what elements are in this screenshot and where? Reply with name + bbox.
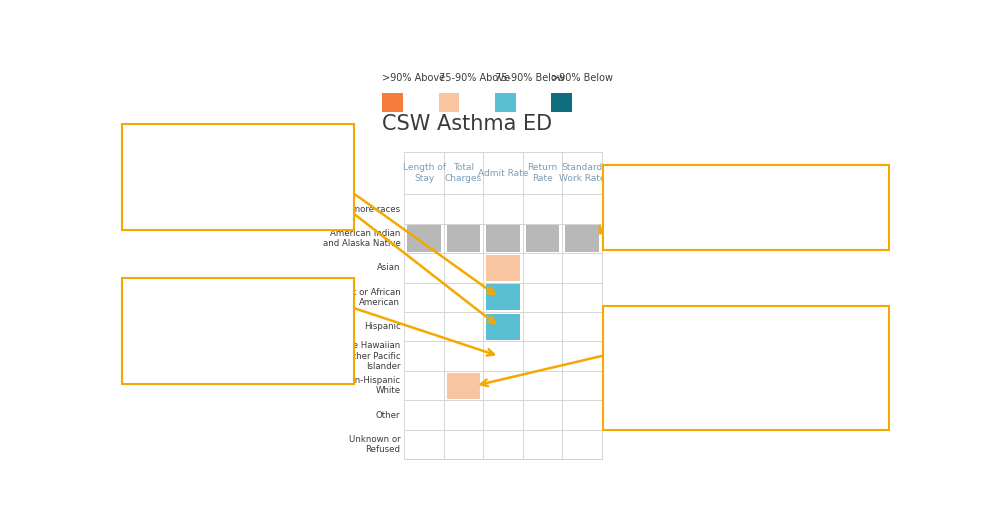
Text: Unknown or
Refused: Unknown or Refused	[349, 435, 401, 454]
Text: Native Hawaiian
and Other Pacific
Islander: Native Hawaiian and Other Pacific Island…	[327, 341, 401, 371]
FancyBboxPatch shape	[603, 307, 890, 430]
Text: population in 75-90% of all fiscal: population in 75-90% of all fiscal	[619, 363, 790, 373]
Text: equal: equal	[746, 332, 774, 342]
Text: Return
Rate: Return Rate	[528, 163, 558, 183]
Text: than: than	[258, 166, 286, 176]
FancyBboxPatch shape	[447, 225, 480, 251]
Text: Non-Hispanic
White: Non-Hispanic White	[343, 376, 401, 395]
Text: population in all fiscal quarters that: population in all fiscal quarters that	[137, 334, 324, 344]
Text: Non-Hispanic White patients is: Non-Hispanic White patients is	[619, 332, 782, 342]
Text: American Indian
and Alaska Native: American Indian and Alaska Native	[322, 229, 401, 248]
FancyBboxPatch shape	[122, 278, 354, 384]
Text: than the total: than the total	[666, 348, 741, 358]
Text: These cells tells us that the admit: These cells tells us that the admit	[137, 135, 314, 145]
Text: >90% Above: >90% Above	[383, 73, 445, 83]
FancyBboxPatch shape	[408, 225, 440, 251]
FancyBboxPatch shape	[603, 165, 890, 250]
Text: This cell tells us that total charges for: This cell tells us that total charges fo…	[619, 317, 816, 327]
Text: This cell tells us that the admit rate: This cell tells us that the admit rate	[137, 289, 324, 299]
Text: 2 or more races: 2 or more races	[332, 205, 401, 214]
Text: appear as a grey row.: appear as a grey row.	[619, 217, 732, 227]
Text: Admit Rate: Admit Rate	[478, 169, 528, 177]
FancyBboxPatch shape	[566, 225, 598, 251]
Text: Asian: Asian	[377, 264, 401, 272]
FancyBboxPatch shape	[122, 124, 354, 230]
Text: patients in at least 8 quarters will: patients in at least 8 quarters will	[619, 196, 795, 206]
FancyBboxPatch shape	[438, 93, 459, 111]
Text: Standard
Work Rate: Standard Work Rate	[559, 163, 605, 183]
Text: were measured.: were measured.	[137, 350, 222, 360]
FancyBboxPatch shape	[486, 313, 520, 340]
Text: quarters that were measured.: quarters that were measured.	[619, 379, 775, 388]
FancyBboxPatch shape	[383, 93, 404, 111]
Text: 75-90% Below: 75-90% Below	[495, 73, 565, 83]
Text: for Native Hawaiian or other Pacific: for Native Hawaiian or other Pacific	[137, 304, 322, 314]
Text: rate for Black or African American: rate for Black or African American	[137, 150, 315, 160]
Text: Islanders is similar to the total: Islanders is similar to the total	[137, 319, 296, 329]
Text: Black or African
American: Black or African American	[333, 288, 401, 307]
Text: Groups that do not have at least 5: Groups that do not have at least 5	[619, 175, 798, 185]
Text: and Hispanic patients is: and Hispanic patients is	[137, 166, 265, 176]
Text: to or higher: to or higher	[619, 348, 680, 358]
Text: Other: Other	[376, 411, 401, 419]
FancyBboxPatch shape	[526, 225, 560, 251]
FancyBboxPatch shape	[486, 284, 520, 310]
FancyBboxPatch shape	[495, 93, 516, 111]
Text: >90% Below: >90% Below	[551, 73, 613, 83]
Text: fiscal quarters that were measured.: fiscal quarters that were measured.	[137, 196, 324, 206]
Text: lower: lower	[237, 166, 265, 176]
Text: Length of
Stay: Length of Stay	[403, 163, 445, 183]
FancyBboxPatch shape	[486, 225, 520, 251]
Text: Hispanic: Hispanic	[364, 322, 401, 331]
FancyBboxPatch shape	[551, 93, 572, 111]
Text: the total population in 75-90% of all: the total population in 75-90% of all	[137, 181, 326, 191]
Text: 75-90% Above: 75-90% Above	[438, 73, 510, 83]
FancyBboxPatch shape	[447, 373, 480, 398]
Text: CSW Asthma ED: CSW Asthma ED	[383, 113, 553, 133]
FancyBboxPatch shape	[486, 255, 520, 281]
Text: Total
Charges: Total Charges	[445, 163, 482, 183]
